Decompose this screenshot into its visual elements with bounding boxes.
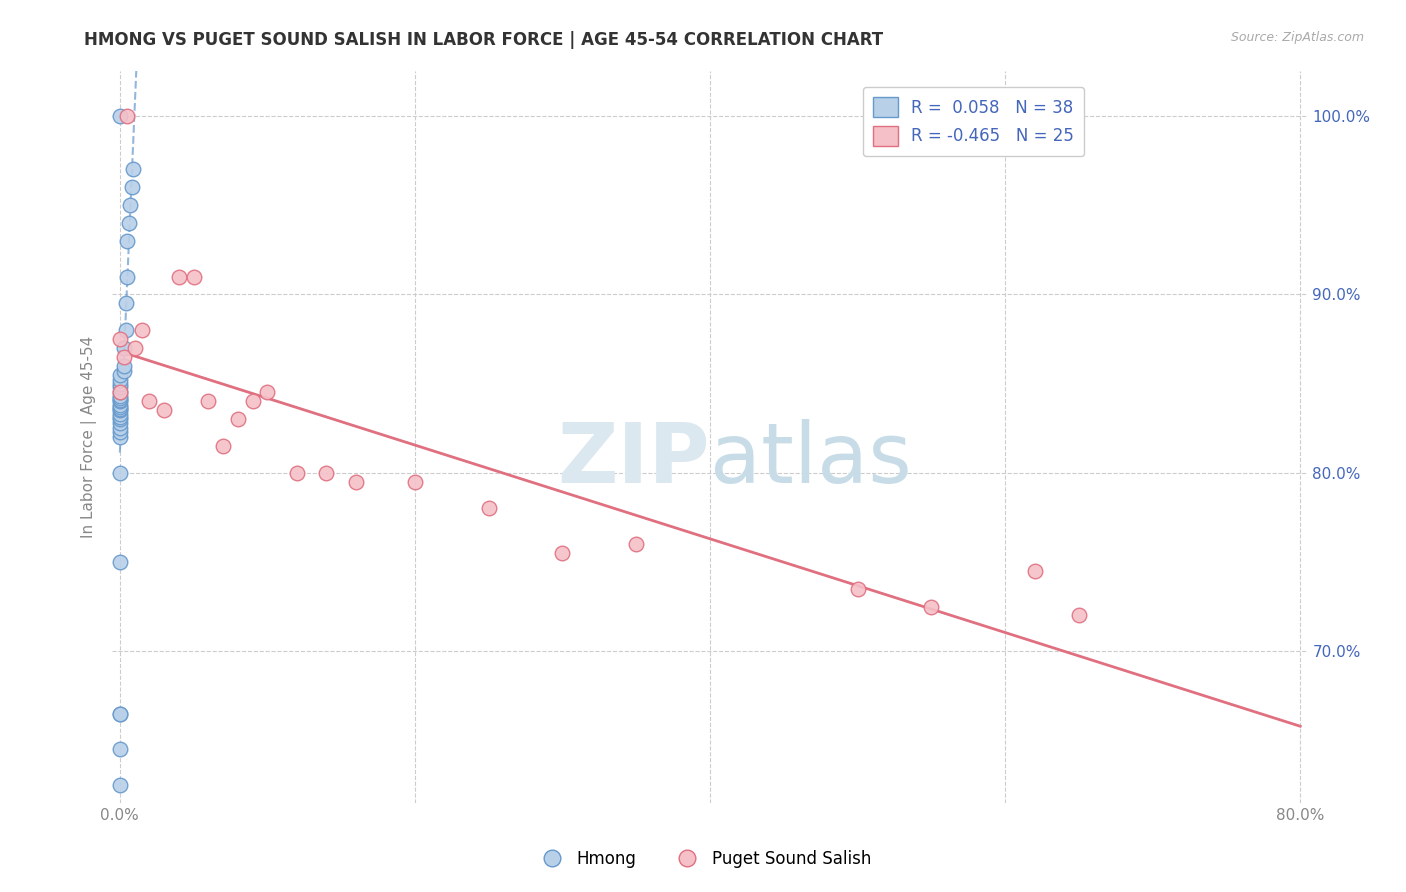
Point xyxy=(285,466,308,480)
Point xyxy=(108,394,131,409)
Point xyxy=(315,466,337,480)
Point xyxy=(112,364,135,378)
Y-axis label: In Labor Force | Age 45-54: In Labor Force | Age 45-54 xyxy=(80,336,97,538)
Point xyxy=(551,546,574,560)
Point xyxy=(108,332,131,346)
Point xyxy=(108,706,131,721)
Point xyxy=(114,323,136,337)
Point xyxy=(108,412,131,426)
Point xyxy=(138,394,160,409)
Point xyxy=(846,582,869,596)
Point xyxy=(115,109,138,123)
Point xyxy=(1024,564,1046,578)
Point xyxy=(108,466,131,480)
Point xyxy=(108,385,131,400)
Point xyxy=(108,425,131,439)
Point xyxy=(344,475,367,489)
Point xyxy=(212,439,235,453)
Point xyxy=(183,269,205,284)
Point xyxy=(108,392,131,407)
Point xyxy=(404,475,426,489)
Point xyxy=(108,403,131,417)
Point xyxy=(121,180,143,194)
Point xyxy=(1067,608,1090,623)
Point xyxy=(108,421,131,435)
Point xyxy=(108,109,131,123)
Point xyxy=(108,380,131,394)
Point xyxy=(197,394,219,409)
Point xyxy=(167,269,190,284)
Point xyxy=(131,323,153,337)
Point xyxy=(108,376,131,391)
Point xyxy=(112,359,135,373)
Point xyxy=(108,778,131,792)
Point xyxy=(108,373,131,387)
Point xyxy=(115,269,138,284)
Point xyxy=(108,555,131,569)
Point xyxy=(226,412,249,426)
Point xyxy=(120,198,142,212)
Point xyxy=(108,407,131,421)
Point xyxy=(108,400,131,414)
Point xyxy=(108,401,131,416)
Point xyxy=(108,368,131,382)
Point xyxy=(626,537,648,551)
Point xyxy=(108,410,131,425)
Point xyxy=(108,742,131,756)
Point xyxy=(108,389,131,403)
Point xyxy=(108,398,131,412)
Text: ZIP: ZIP xyxy=(558,418,710,500)
Point xyxy=(920,599,942,614)
Text: Source: ZipAtlas.com: Source: ZipAtlas.com xyxy=(1230,31,1364,45)
Text: atlas: atlas xyxy=(710,418,911,500)
Point xyxy=(478,501,501,516)
Point xyxy=(118,216,141,230)
Point xyxy=(108,385,131,400)
Point xyxy=(124,341,146,355)
Point xyxy=(108,706,131,721)
Point xyxy=(112,350,135,364)
Point xyxy=(108,430,131,444)
Point xyxy=(242,394,264,409)
Point xyxy=(256,385,278,400)
Point xyxy=(153,403,176,417)
Point xyxy=(108,416,131,430)
Point xyxy=(112,341,135,355)
Text: HMONG VS PUGET SOUND SALISH IN LABOR FORCE | AGE 45-54 CORRELATION CHART: HMONG VS PUGET SOUND SALISH IN LABOR FOR… xyxy=(84,31,883,49)
Legend: R =  0.058   N = 38, R = -0.465   N = 25: R = 0.058 N = 38, R = -0.465 N = 25 xyxy=(863,87,1084,156)
Point xyxy=(122,162,145,177)
Legend: Hmong, Puget Sound Salish: Hmong, Puget Sound Salish xyxy=(529,844,877,875)
Point xyxy=(108,391,131,405)
Point xyxy=(115,234,138,248)
Point xyxy=(114,296,136,310)
